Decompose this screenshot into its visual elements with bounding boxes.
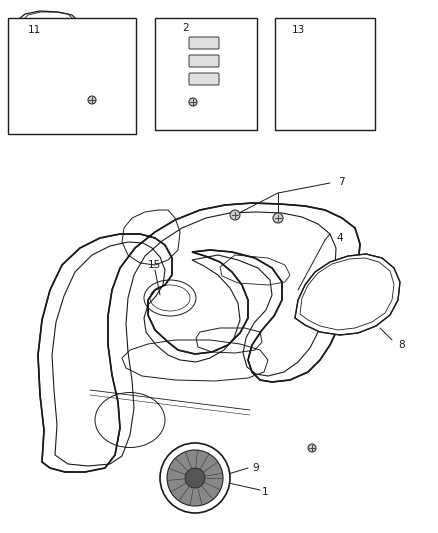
Text: 2: 2: [182, 23, 189, 33]
Bar: [155, 18, 257, 130]
Circle shape: [167, 450, 223, 506]
Bar: [275, 18, 375, 130]
Text: 11: 11: [28, 25, 41, 35]
Circle shape: [308, 444, 316, 452]
Circle shape: [189, 98, 197, 106]
Text: 1: 1: [262, 487, 268, 497]
Text: 15: 15: [148, 260, 161, 270]
Polygon shape: [295, 254, 400, 335]
Circle shape: [185, 468, 205, 488]
Circle shape: [230, 210, 240, 220]
Text: 8: 8: [398, 340, 405, 350]
Circle shape: [273, 213, 283, 223]
Text: 7: 7: [338, 177, 345, 187]
Text: 13: 13: [292, 25, 305, 35]
Text: 9: 9: [252, 463, 258, 473]
Circle shape: [160, 443, 230, 513]
FancyBboxPatch shape: [189, 37, 219, 49]
Polygon shape: [38, 203, 360, 472]
FancyBboxPatch shape: [189, 73, 219, 85]
FancyBboxPatch shape: [189, 55, 219, 67]
Text: 4: 4: [336, 233, 343, 243]
Circle shape: [88, 96, 96, 104]
Bar: [8, 18, 136, 134]
